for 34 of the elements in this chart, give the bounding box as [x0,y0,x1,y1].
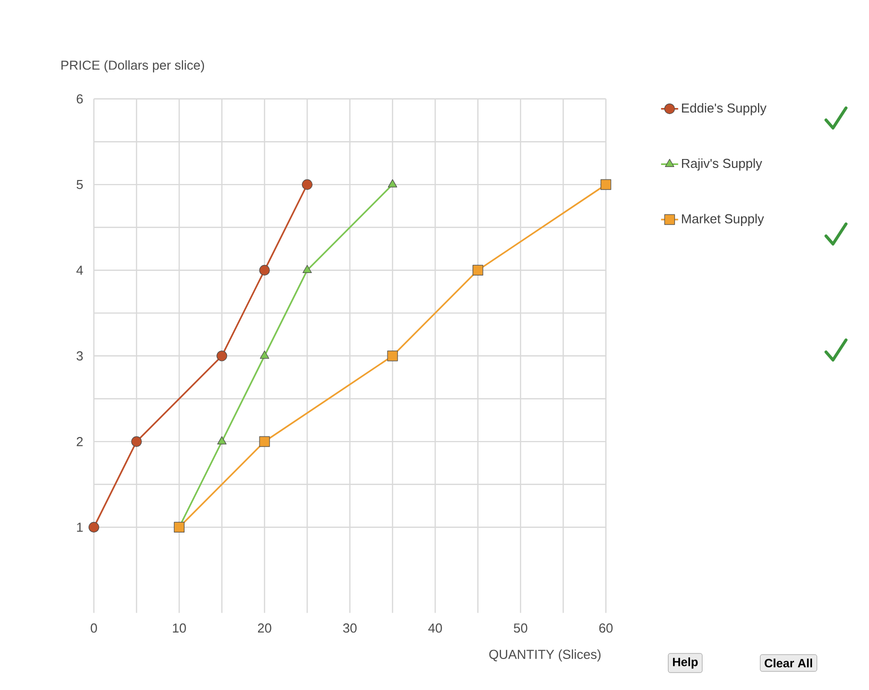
x-axis-title: QUANTITY (Slices) [489,649,601,662]
x-tick-label: 40 [428,623,442,633]
point [216,350,228,362]
x-tick-label: 0 [90,623,97,633]
text: Help [673,657,698,669]
point [302,264,312,274]
point [387,350,398,362]
y-tick-label: 4 [76,266,83,275]
x-tick-label: 20 [258,623,272,633]
x-tick-label: 50 [514,623,528,633]
y-tick-label: 1 [77,522,83,532]
text: Clear All [764,658,812,668]
y-tick-label: 2 [76,437,83,446]
y-tick-label: 6 [76,94,83,104]
point [259,436,270,447]
point [260,350,270,359]
point [600,179,612,190]
legend-label: Rajiv's Supply [682,158,762,171]
legend-label: Market Supply [682,214,764,226]
legend-label: Eddie's Supply [682,103,766,116]
y-tick-label: 5 [76,180,83,190]
point [472,264,484,276]
point [174,522,185,533]
point [259,264,270,276]
point [302,179,313,190]
point [388,179,398,188]
point [131,436,142,447]
y-axis-title: PRICE (Dollars per slice) [61,60,204,72]
x-tick-label: 60 [599,623,613,633]
point [217,436,226,444]
y-tick-label: 3 [76,351,83,360]
point [88,522,100,533]
x-tick-label: 10 [172,623,186,633]
x-tick-label: 30 [343,623,357,633]
